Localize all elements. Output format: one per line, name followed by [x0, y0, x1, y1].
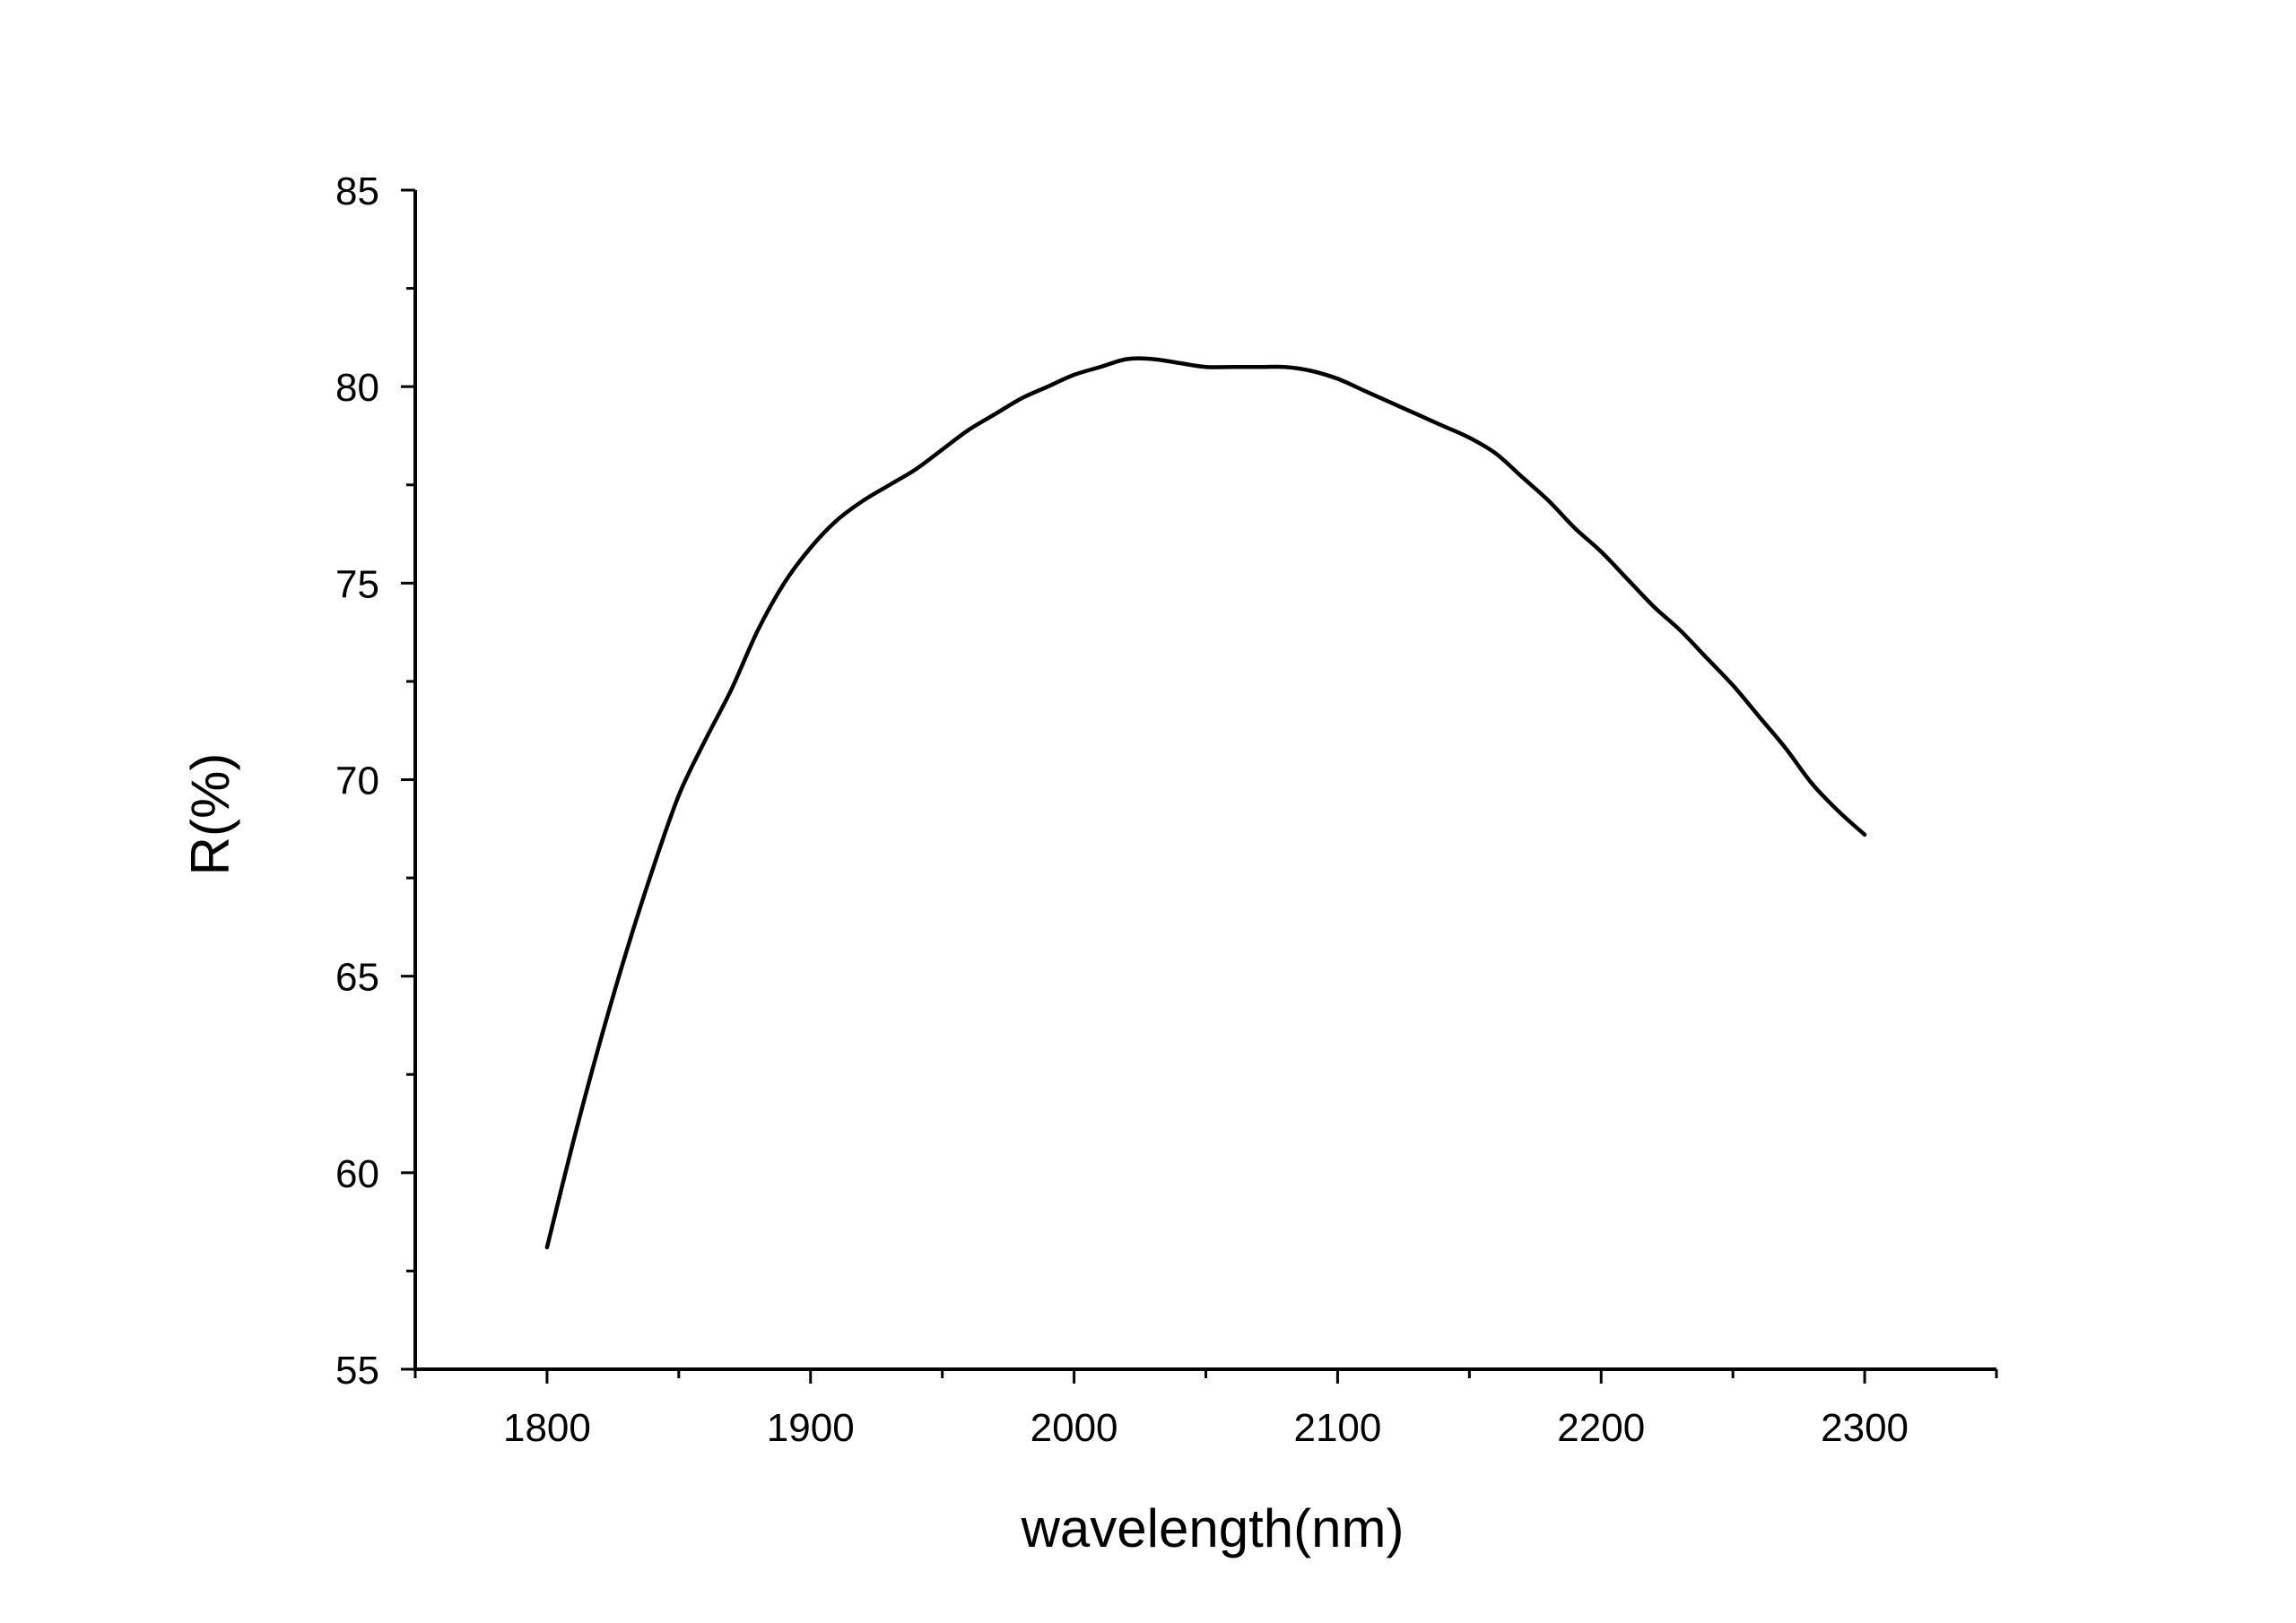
tick-labels: 1800 1900 2000 2100 2200 2300 55 60 65 70 75 80 85: [335, 169, 1909, 1450]
x-tick-label: 1800: [503, 1406, 591, 1450]
y-tick-label: 85: [335, 169, 379, 213]
y-tick-label: 80: [335, 366, 379, 410]
x-tick-label: 1900: [767, 1406, 855, 1450]
plot-area: [544, 356, 1867, 1250]
x-tick-label: 2100: [1293, 1406, 1381, 1450]
x-tick-label: 2300: [1821, 1406, 1909, 1450]
x-axis-title: wavelength(nm): [1021, 1498, 1405, 1558]
x-tick-label: 2000: [1031, 1406, 1118, 1450]
y-tick-label: 60: [335, 1152, 379, 1196]
y-tick-label: 55: [335, 1349, 379, 1393]
y-tick-label: 70: [335, 759, 379, 803]
y-tick-label: 65: [335, 956, 379, 1000]
axis-ticks: [401, 188, 1998, 1384]
y-axis-title: R(%): [180, 753, 240, 876]
x-tick-label: 2200: [1557, 1406, 1645, 1450]
series-line-1: [544, 356, 1867, 1250]
y-tick-label: 75: [335, 562, 379, 606]
